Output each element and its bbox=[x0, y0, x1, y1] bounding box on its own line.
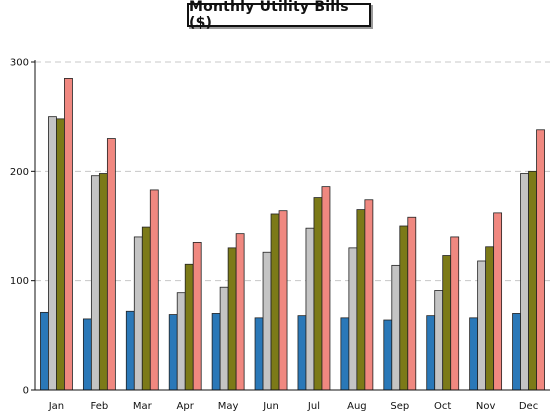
bar-1-sep bbox=[383, 319, 393, 391]
bar-4-jul bbox=[321, 186, 331, 391]
bar-3-mar bbox=[141, 226, 151, 391]
bar-3-apr bbox=[184, 263, 194, 391]
bar-4-feb bbox=[106, 138, 116, 391]
bar-4-sep bbox=[407, 216, 417, 391]
bar-3-dec bbox=[528, 170, 537, 391]
x-tick-label: Feb bbox=[91, 401, 109, 412]
bar-2-dec bbox=[520, 173, 529, 391]
bar-1-aug bbox=[340, 317, 350, 391]
x-tick-label: May bbox=[218, 401, 239, 412]
y-tick-label: 200 bbox=[10, 167, 29, 178]
bar-3-sep bbox=[399, 225, 409, 391]
bar-3-feb bbox=[98, 173, 108, 391]
x-tick-label: Apr bbox=[177, 401, 195, 412]
bar-3-jun bbox=[270, 213, 280, 391]
bar-4-mar bbox=[149, 189, 159, 391]
bar-1-dec bbox=[512, 313, 521, 391]
bar-1-may bbox=[211, 313, 221, 391]
bar-4-jun bbox=[278, 210, 288, 391]
bar-2-nov bbox=[477, 260, 487, 391]
bar-2-feb bbox=[90, 175, 100, 391]
x-tick-label: Jan bbox=[48, 401, 64, 412]
bar-4-aug bbox=[364, 199, 374, 391]
bar-2-jul bbox=[305, 227, 315, 391]
x-tick-label: Jun bbox=[262, 401, 279, 412]
bar-1-oct bbox=[426, 315, 436, 391]
y-tick-label: 0 bbox=[23, 386, 29, 397]
bar-2-sep bbox=[391, 264, 401, 391]
y-tick-label: 300 bbox=[10, 58, 29, 69]
bar-2-apr bbox=[176, 292, 186, 391]
bar-4-apr bbox=[192, 241, 202, 391]
bar-3-nov bbox=[485, 246, 495, 391]
x-tick-label: Jul bbox=[307, 401, 320, 412]
bar-1-jul bbox=[297, 315, 307, 391]
x-tick-label: Oct bbox=[434, 401, 451, 412]
bar-4-jan bbox=[64, 78, 73, 391]
bar-1-jun bbox=[254, 317, 264, 391]
bar-1-apr bbox=[168, 314, 178, 391]
bar-4-oct bbox=[450, 236, 460, 391]
x-tick-label: Aug bbox=[347, 401, 367, 412]
bar-1-nov bbox=[469, 317, 479, 391]
bar-3-aug bbox=[356, 209, 366, 391]
bar-2-oct bbox=[434, 290, 444, 391]
chart-title: Monthly Utility Bills ($) bbox=[187, 0, 371, 31]
x-tick-label: Dec bbox=[519, 401, 538, 412]
bar-1-jan bbox=[40, 311, 49, 391]
y-tick-label: 100 bbox=[10, 276, 29, 287]
bar-4-dec bbox=[536, 129, 545, 391]
x-tick-label: Nov bbox=[476, 401, 496, 412]
bar-2-may bbox=[219, 286, 229, 391]
x-tick-label: Sep bbox=[390, 401, 409, 412]
bar-1-feb bbox=[82, 318, 92, 391]
bar-2-mar bbox=[133, 236, 143, 391]
bar-2-jan bbox=[48, 116, 57, 391]
bar-3-may bbox=[227, 247, 237, 391]
bar-2-jun bbox=[262, 251, 272, 391]
bar-4-nov bbox=[493, 212, 503, 391]
bar-3-jul bbox=[313, 197, 323, 391]
bar-3-jan bbox=[56, 118, 65, 391]
bar-2-aug bbox=[348, 247, 358, 391]
bar-3-oct bbox=[442, 255, 452, 391]
x-tick-label: Mar bbox=[133, 401, 153, 412]
bar-4-may bbox=[235, 233, 245, 391]
bar-1-mar bbox=[125, 310, 135, 391]
